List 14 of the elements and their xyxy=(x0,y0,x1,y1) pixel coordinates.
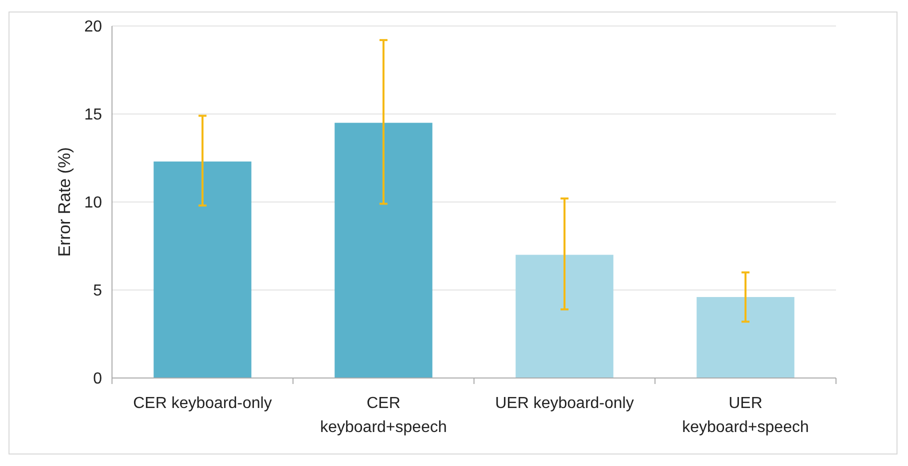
y-tick-label: 5 xyxy=(93,282,102,300)
y-tick-label: 20 xyxy=(84,18,102,36)
x-tick-label: UER keyboard-only xyxy=(495,395,634,412)
bar xyxy=(696,297,794,378)
bar xyxy=(334,122,432,378)
y-tick-label: 10 xyxy=(84,194,102,212)
x-tick-label: CER keyboard+speech xyxy=(320,395,447,436)
y-tick-label: 15 xyxy=(84,106,102,124)
bar xyxy=(154,162,252,378)
x-tick-label: UER keyboard+speech xyxy=(682,395,809,436)
y-axis-title: Error Rate (%) xyxy=(55,147,74,257)
bar xyxy=(516,254,614,378)
y-tick-label: 0 xyxy=(93,370,102,388)
x-tick-label: CER keyboard-only xyxy=(133,395,272,412)
